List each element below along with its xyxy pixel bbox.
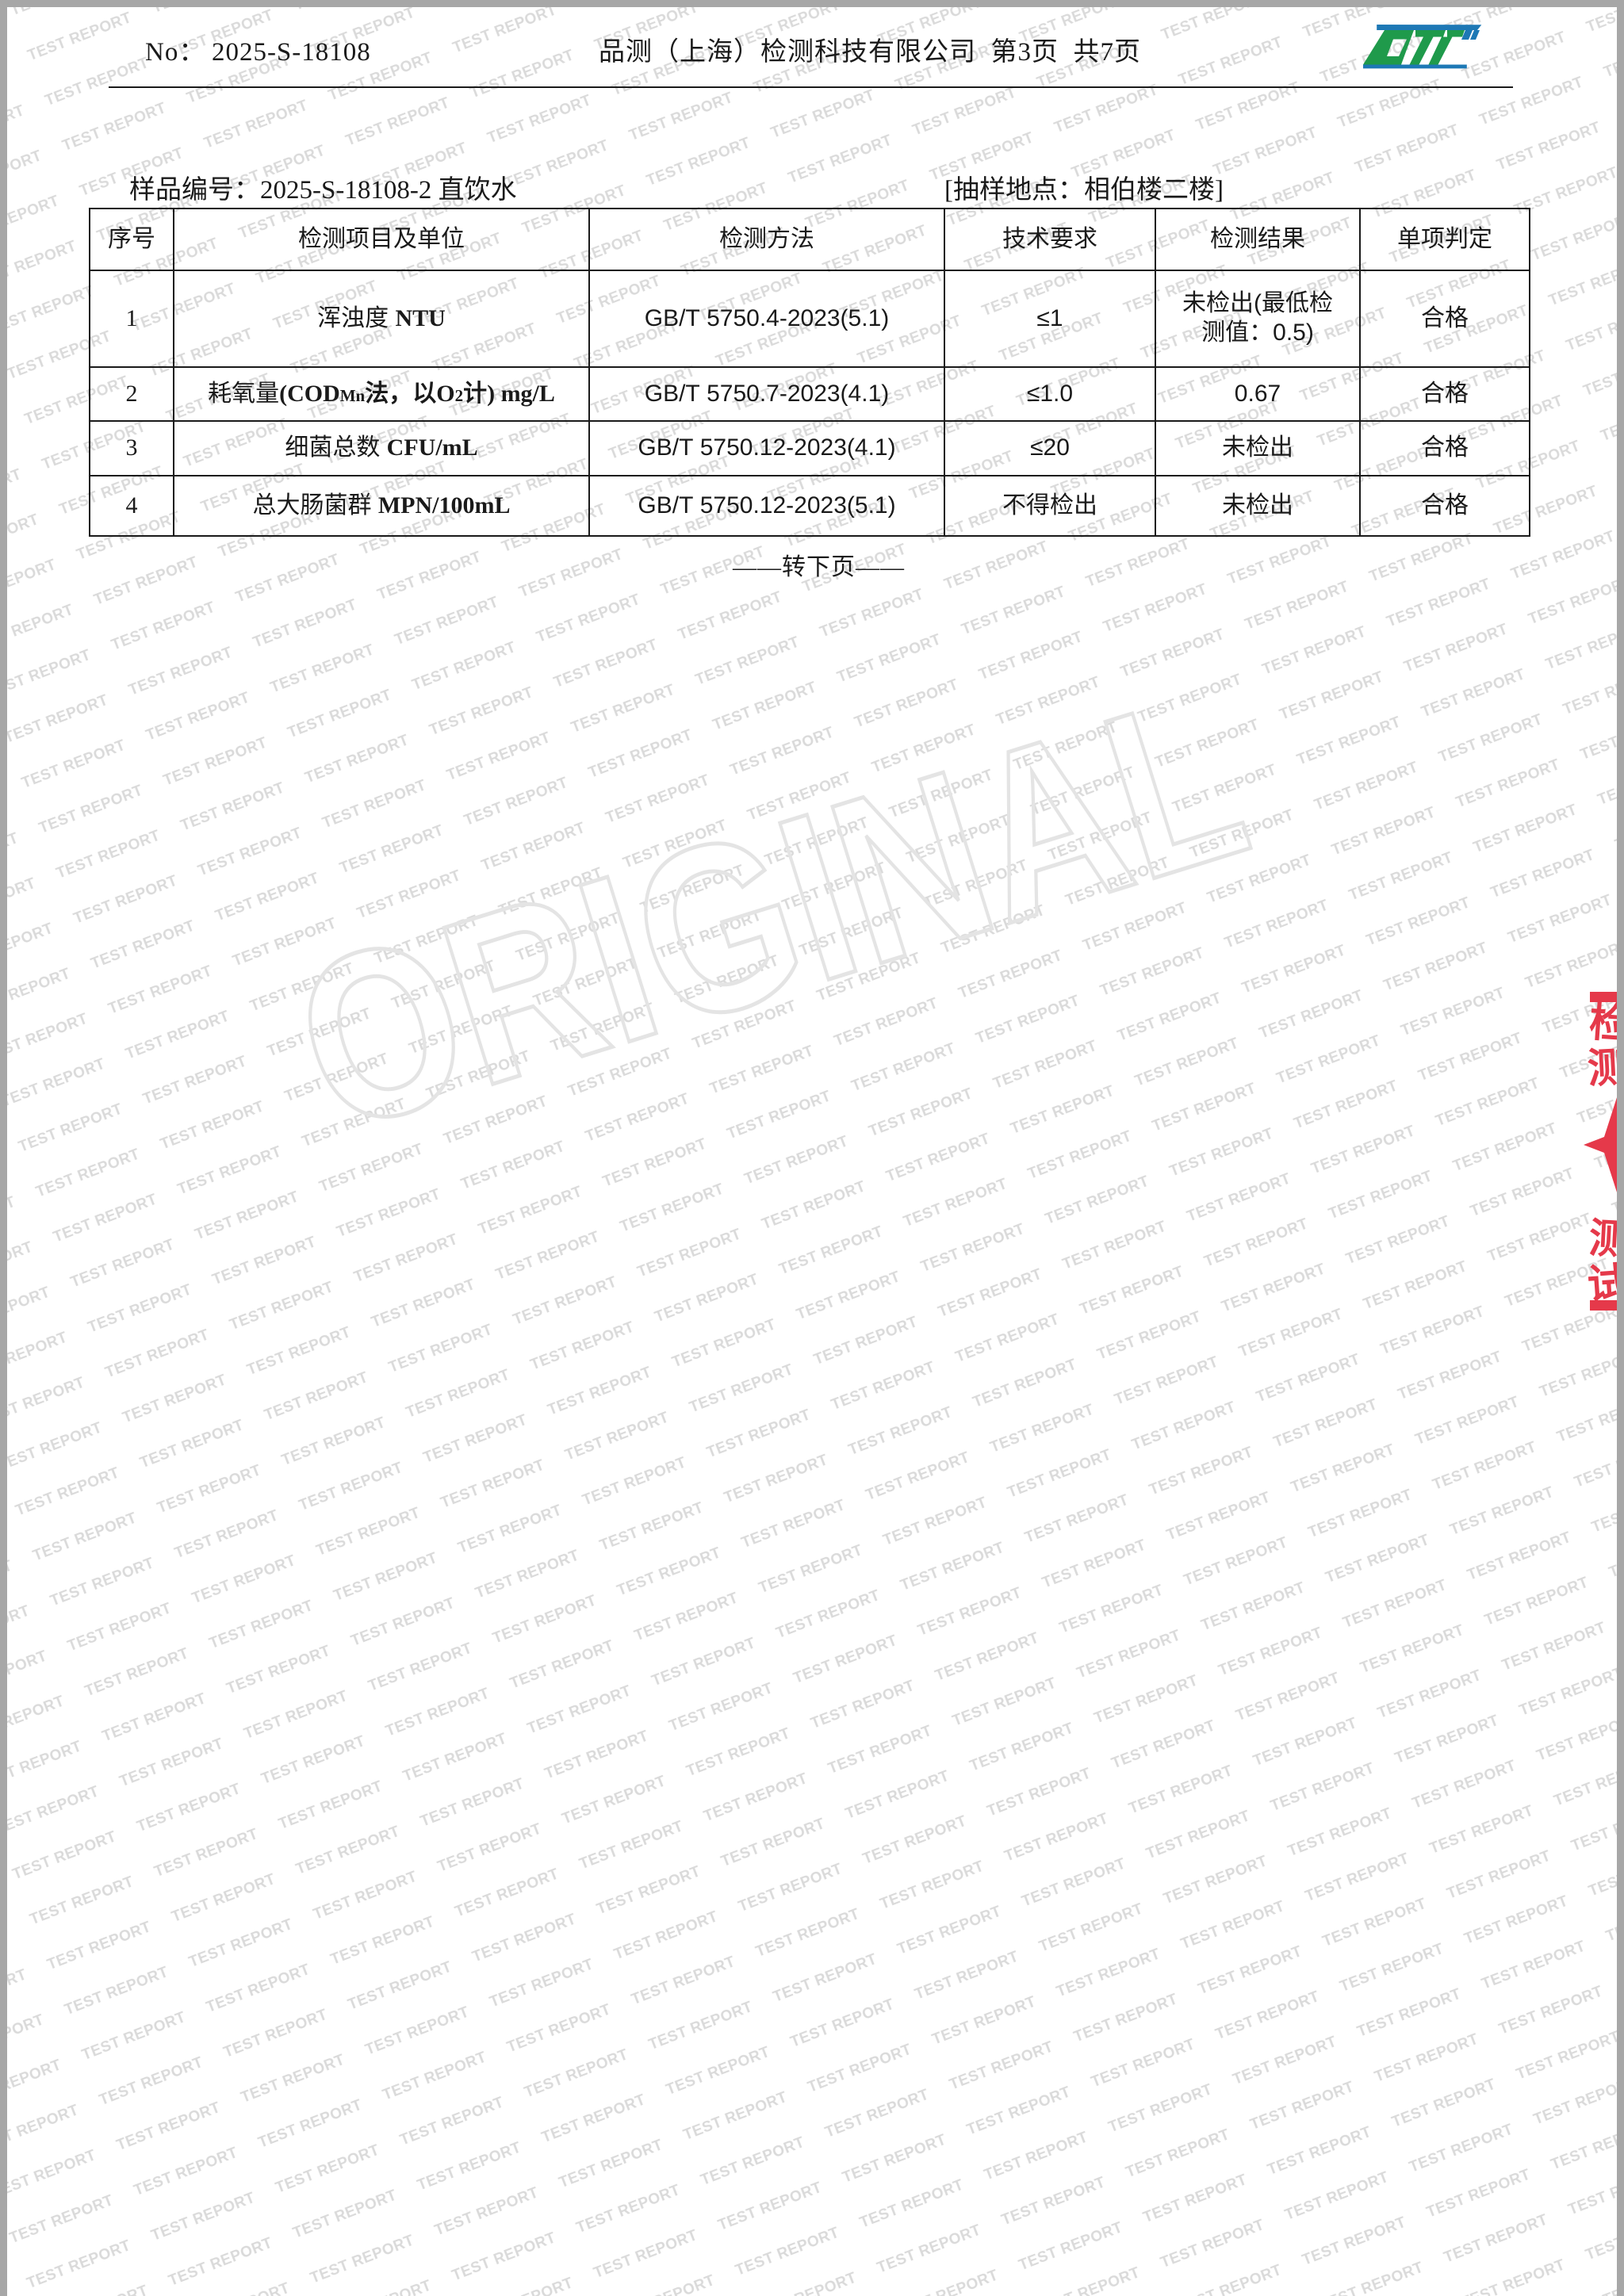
svg-text:测: 测 [1588, 1216, 1624, 1264]
svg-text:试: 试 [1586, 1261, 1624, 1308]
svg-text:测: 测 [1587, 1045, 1624, 1093]
svg-text:检: 检 [1588, 1000, 1624, 1048]
